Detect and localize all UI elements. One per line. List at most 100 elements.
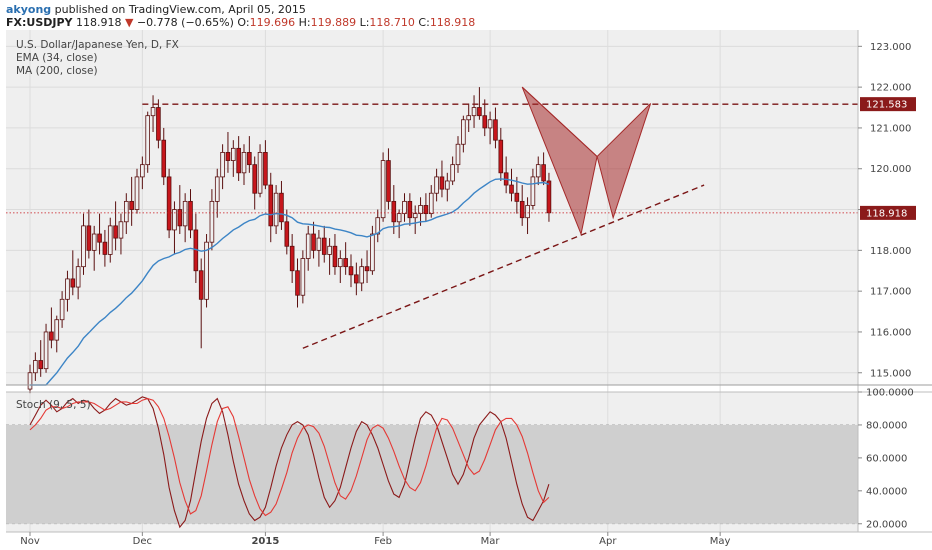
candle-body-up [209,200,215,243]
candle [348,254,354,288]
candle [279,180,284,230]
candle-body-up [27,372,33,390]
candle-body-up [145,115,151,166]
time-axis[interactable]: Nov Dec 2015 Feb Mar Apr May [20,532,731,547]
candle [407,193,413,226]
candle [43,323,49,373]
time-tick-label: Nov [20,536,40,547]
support-trendline [302,184,705,349]
candle [493,107,498,149]
stoch-axis[interactable]: 20.0000 40.0000 60.0000 80.0000 100.0000 [858,388,914,531]
stoch-k-line [29,396,550,529]
candle-body-up [530,176,536,206]
candle [337,250,343,283]
resistance-price-label-bg [860,97,916,112]
candle-body-down [332,245,338,268]
candle-body-up [380,160,386,219]
stoch-tick-label: 40.0000 [866,486,907,497]
candle [241,144,247,186]
candle [177,185,183,235]
open-label: O: [237,16,250,29]
candle-body-up [418,205,423,215]
candle-body-down [284,221,290,247]
candle-body-up [471,107,477,117]
candle-body-up [150,107,156,117]
chart-header: akyong published on TradingView.com, Apr… [0,0,932,30]
price-tick-label: 116.000 [870,327,911,338]
candle [268,172,274,243]
legend-title[interactable]: U.S. Dollar/Japanese Yen, D, FX [16,39,179,51]
candle [220,144,225,190]
candle [359,258,364,292]
candle [54,315,60,353]
candle-body-down [498,139,504,174]
candle-body-up [140,164,145,178]
candle-body-down [70,278,76,288]
candle [519,185,525,226]
stoch-band [6,424,858,524]
candle-body-up [375,217,381,235]
candle-body-up [273,192,279,227]
candle [70,250,76,296]
candle [535,156,541,186]
candle-body-up [461,119,466,145]
candle-body-up [300,258,306,296]
candle [140,156,145,190]
candle-body-down [311,233,316,251]
candle-body-up [182,200,188,227]
legend-stoch[interactable]: Stoch (9, 5, 5) [16,399,91,411]
candle [124,193,129,235]
candle [247,136,252,173]
author-link[interactable]: akyong [6,3,52,16]
candle-body-up [525,205,530,219]
symbol-label[interactable]: FX:USDJPY [6,16,73,29]
candle-body-up [396,213,402,223]
candle-body-down [514,192,520,202]
candle [134,168,140,214]
quote-line: FX:USDJPY 118.918 ▼ −0.778 (−0.65%) O:11… [6,16,475,29]
candle [343,242,348,275]
current-price-label: 118.918 [860,205,916,220]
candle-body-down [236,147,241,174]
candle-body-down [289,245,295,272]
stoch-d-line [29,398,550,517]
candle [118,213,124,255]
candle [91,225,97,271]
stoch-tick-label: 60.0000 [866,453,907,464]
time-tick-label: Feb [374,536,392,547]
candle [412,205,418,235]
candle-body-up [214,176,220,202]
candle [498,127,504,181]
price-tick-label: 115.000 [870,368,911,379]
candle [150,95,156,133]
candle-body-up [91,233,97,251]
candle-body-down [161,139,167,178]
candle [166,168,172,239]
candle-body-down [113,225,118,239]
candle-body-up [337,258,343,268]
candle-body-down [519,200,525,219]
publisher-line: akyong published on TradingView.com, Apr… [6,3,306,16]
candle [284,209,290,255]
candle-body-up [241,152,247,174]
candle-body-down [439,176,445,190]
candle-body-up [402,200,407,215]
candle [305,225,311,271]
candle-body-down [263,152,268,186]
pattern-triangle-right [596,103,652,220]
candle [65,270,70,312]
candle-body-down [247,152,252,166]
candle-body-up [172,209,177,231]
candle [214,168,220,218]
legend-ma[interactable]: MA (200, close) [16,65,98,77]
candle-body-down [482,115,488,129]
candle [49,307,54,349]
candle [75,258,81,300]
candle [487,111,493,145]
candle-body-up [65,278,70,300]
legend-ema[interactable]: EMA (34, close) [16,52,98,64]
candle-body-up [450,164,455,182]
price-chart[interactable]: 115.000116.000117.000118.000119.000120.0… [0,30,932,550]
candle-body-down [38,360,43,370]
last-price: 118.918 [76,16,122,29]
